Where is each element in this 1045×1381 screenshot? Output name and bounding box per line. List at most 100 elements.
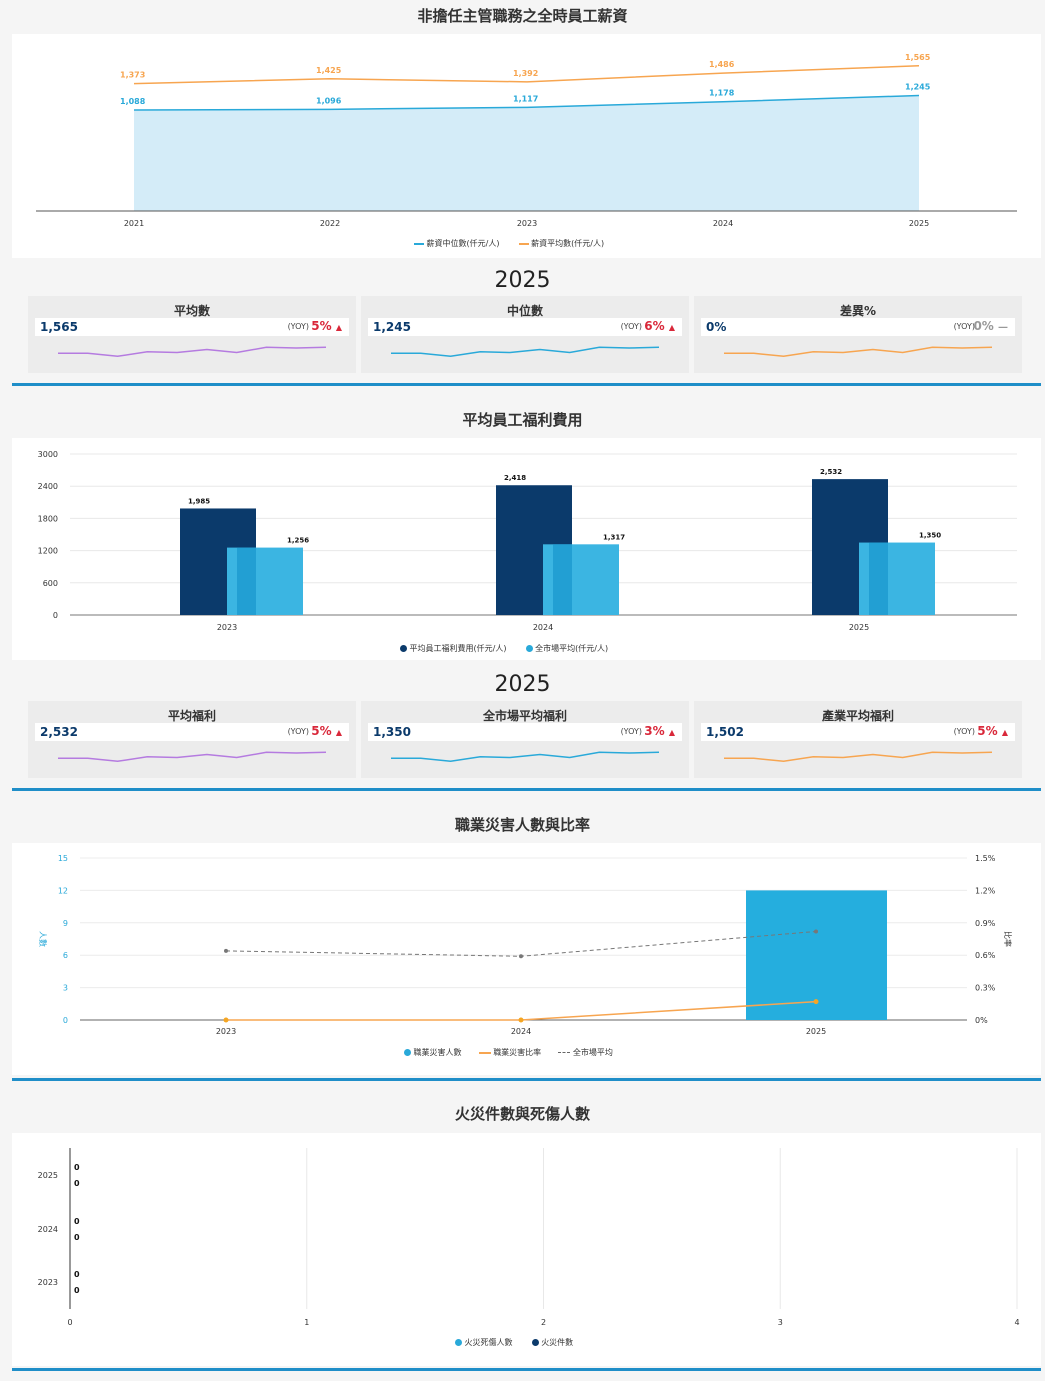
yoy-value: 5% ▲ [977, 724, 1008, 738]
kpi-card-market-welfare: 全市場平均福利 1,350 (YOY) 3% ▲ [361, 701, 689, 778]
salary-chart-panel: 1,088 1,096 1,117 1,178 1,245 1,373 1,425 1,392… [12, 34, 1041, 258]
welfare-year-title: 2025 [494, 672, 551, 697]
legend-injury-count-dot [404, 1049, 411, 1056]
injury-rate-point [813, 999, 819, 1005]
legend-market-dot [525, 645, 533, 652]
kpi-value: 1,502 [706, 725, 744, 739]
section-divider [12, 383, 1041, 386]
sparkline [391, 751, 660, 763]
legend-mean-swatch [518, 242, 529, 245]
kpi-title: 中位數 [506, 304, 543, 318]
data-label: 0 [74, 1179, 80, 1188]
kpi-card-industry-welfare: 產業平均福利 1,502 (YOY) 5% ▲ [694, 701, 1022, 778]
sparkline [58, 751, 327, 763]
up-arrow-icon: ▲ [335, 728, 342, 737]
welfare-bar-overlap [869, 542, 888, 615]
legend-injury-rate-marker [478, 1051, 491, 1054]
market-avg-point [814, 929, 818, 934]
data-label: 1,425 [316, 66, 342, 75]
market-avg-point [519, 954, 523, 959]
mean-line [133, 65, 920, 85]
data-label: 1,392 [513, 69, 538, 78]
data-label: 0 [74, 1163, 80, 1172]
legend-mean-label: 薪資平均數(仟元/人) [531, 239, 605, 248]
legend-company-dot [400, 645, 407, 652]
y-right-tick-label: 1.2% [975, 886, 996, 895]
data-label: 2,532 [820, 468, 842, 476]
y-right-tick-label: 1.5% [975, 854, 996, 863]
sparkline-path [391, 346, 660, 358]
legend-median-label: 薪資中位數(仟元/人) [426, 239, 500, 248]
fire-legend: 火災死傷人數 火災件數 [455, 1337, 573, 1348]
fire-title: 火災件數與死傷人數 [454, 1105, 590, 1123]
kpi-title: 產業平均福利 [821, 709, 894, 723]
data-label: 1,117 [513, 94, 538, 103]
data-label: 1,985 [188, 497, 210, 505]
y-left-axis-label: 人數 [38, 931, 48, 947]
sparkline-path [391, 751, 660, 763]
injury-chart-panel: 15 12 9 6 3 0 1.5% 1.2% 0.9% 0.6% 0.3% 0% 人數 比率 2023 20… [12, 843, 1041, 1075]
up-arrow-icon: ▲ [668, 728, 675, 737]
x-tick-label: 2023 [517, 219, 537, 228]
x-tick-label: 2024 [713, 219, 733, 228]
kpi-value: 1,245 [373, 320, 411, 334]
kpi-value: 0% [706, 320, 727, 334]
kpi-value: 1,350 [373, 725, 411, 739]
y-tick-label: 3000 [38, 450, 58, 459]
x-tick-label: 2023 [217, 623, 237, 632]
yoy-label: (YOY) [287, 322, 309, 331]
x-tick-label: 2025 [909, 219, 929, 228]
up-arrow-icon: ▲ [668, 323, 675, 332]
injury-rate-line [226, 1000, 817, 1021]
yoy-label: (YOY) [620, 322, 642, 331]
x-tick-label: 2025 [806, 1027, 826, 1036]
kpi-title: 平均福利 [167, 709, 216, 723]
y-tick-label: 1200 [38, 547, 58, 556]
x-tick-label: 1 [304, 1318, 309, 1327]
y-left-tick-label: 9 [63, 919, 68, 928]
welfare-title: 平均員工福利費用 [462, 411, 583, 429]
salary-chart: 1,088 1,096 1,117 1,178 1,245 1,373 1,425 1,392… [36, 53, 1017, 228]
yoy-value: 5% ▲ [311, 319, 342, 333]
y-tick-label: 1800 [38, 514, 58, 523]
section-divider [12, 788, 1041, 791]
yoy-value: 6% ▲ [644, 319, 675, 333]
y-tick-label: 2023 [38, 1278, 58, 1287]
kpi-title: 全市場平均福利 [482, 709, 567, 723]
yoy-value: 5% ▲ [311, 724, 342, 738]
data-label: 1,088 [120, 97, 146, 106]
section-divider [12, 1078, 1041, 1081]
welfare-bar-overlap [237, 547, 256, 615]
y-left-tick-label: 12 [58, 886, 68, 895]
salary-legend: 薪資中位數(仟元/人) 薪資平均數(仟元/人) [414, 238, 604, 249]
data-label: 1,350 [919, 532, 941, 540]
salary-year-title: 2025 [494, 268, 551, 293]
section-divider [12, 1368, 1041, 1371]
x-tick-label: 4 [1014, 1318, 1019, 1327]
x-tick-label: 2025 [849, 623, 869, 632]
fire-chart: 0 1 2 3 4 2025 0 0 2024 0 0 2023 0 0 [38, 1148, 1020, 1327]
data-label: 1,178 [709, 89, 735, 98]
y-left-tick-label: 6 [63, 951, 68, 960]
data-label: 1,256 [287, 537, 309, 545]
sparkline-path [724, 346, 993, 358]
data-label: 1,317 [603, 533, 625, 541]
legend-fire-count-dot [531, 1339, 539, 1346]
data-label: 1,486 [709, 60, 735, 69]
sparkline [391, 346, 660, 358]
injury-rate-point [223, 1017, 229, 1023]
yoy-label: (YOY) [287, 727, 309, 736]
median-line [133, 94, 920, 111]
kpi-title: 平均數 [173, 304, 210, 318]
legend-injury-rate-label: 職業災害比率 [493, 1048, 542, 1057]
y-left-tick-label: 0 [63, 1016, 68, 1025]
yoy-label: (YOY) [953, 322, 975, 331]
y-right-tick-label: 0.9% [975, 919, 996, 928]
injury-chart: 15 12 9 6 3 0 1.5% 1.2% 0.9% 0.6% 0.3% 0% 人數 比率 2023 20… [38, 854, 1013, 1036]
welfare-bar-overlap [553, 544, 572, 615]
data-label: 0 [74, 1270, 80, 1279]
sparkline-path [58, 751, 327, 763]
kpi-title: 差異% [839, 304, 877, 318]
kpi-card-mean: 平均數 1,565 (YOY) 5% ▲ [28, 296, 356, 373]
legend-company-label: 平均員工福利費用(仟元/人) [409, 644, 507, 653]
